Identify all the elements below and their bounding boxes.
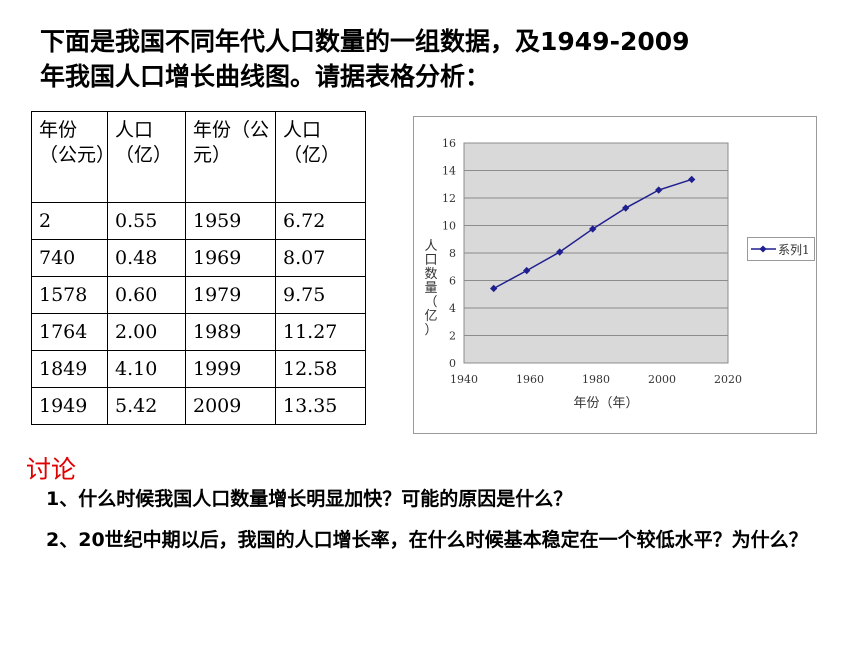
table-cell: 5.42 <box>107 387 186 425</box>
table-cell: 1959 <box>185 202 276 240</box>
table-cell: 9.75 <box>275 276 366 314</box>
x-axis-label: 年份（年） <box>573 396 638 411</box>
population-table: 年份（公元） 人口（亿） 年份（公元） 人口（亿） 2 0.55 1959 6.… <box>31 111 366 425</box>
table-row: 2 0.55 1959 6.72 <box>31 202 366 240</box>
table-cell: 6.72 <box>275 202 366 240</box>
title-line-1: 下面是我国不同年代人口数量的一组数据，及1949-2009 <box>40 27 690 56</box>
table-cell: 2 <box>31 202 108 240</box>
header-year-1: 年份（公元） <box>31 111 115 203</box>
table-cell: 0.60 <box>107 276 186 314</box>
table-cell: 1578 <box>31 276 108 314</box>
table-cell: 13.35 <box>275 387 366 425</box>
table-row: 1764 2.00 1989 11.27 <box>31 313 366 351</box>
table-row: 1849 4.10 1999 12.58 <box>31 350 366 388</box>
table-row: 740 0.48 1969 8.07 <box>31 239 366 277</box>
y-tick-label: 10 <box>442 220 456 233</box>
y-tick-label: 8 <box>449 247 456 260</box>
grid-lines <box>464 170 728 336</box>
table-cell: 740 <box>31 239 108 277</box>
table-cell: 2.00 <box>107 313 186 351</box>
chart-canvas: 0 2 4 6 8 10 12 14 16 1940 1960 1980 2000 2020 人口数量（… <box>424 137 742 411</box>
x-tick-label: 2000 <box>648 373 676 386</box>
table-header-row: 年份（公元） 人口（亿） 年份（公元） 人口（亿） <box>31 111 366 203</box>
y-tick-label: 0 <box>449 357 456 370</box>
y-tick-label: 2 <box>449 330 456 343</box>
table-cell: 0.55 <box>107 202 186 240</box>
x-tick-label: 1960 <box>516 373 544 386</box>
table-cell: 2009 <box>185 387 276 425</box>
question-2: 2、20世纪中期以后，我国的人口增长率，在什么时候基本稳定在一个较低水平？为什么… <box>46 529 808 551</box>
chart-legend: 系列1 <box>747 237 815 261</box>
y-tick-label: 14 <box>442 165 456 178</box>
table-cell: 1989 <box>185 313 276 351</box>
table-cell: 1999 <box>185 350 276 388</box>
y-axis-label: 人口数量（亿） <box>424 239 437 338</box>
legend-line-marker <box>751 245 776 253</box>
title-line-2: 年我国人口增长曲线图。请据表格分析： <box>40 62 491 91</box>
question-1: 1、什么时候我国人口数量增长明显加快？可能的原因是什么？ <box>46 488 573 510</box>
header-year-2: 年份（公元） <box>185 111 276 203</box>
table-row: 1578 0.60 1979 9.75 <box>31 276 366 314</box>
table-cell: 4.10 <box>107 350 186 388</box>
y-tick-label: 6 <box>449 275 456 288</box>
y-tick-labels: 0 2 4 6 8 10 12 14 16 <box>442 137 456 370</box>
page-title: 下面是我国不同年代人口数量的一组数据，及1949-2009 年我国人口增长曲线图… <box>40 24 800 94</box>
x-tick-label: 1940 <box>450 373 478 386</box>
table-cell: 11.27 <box>275 313 366 351</box>
y-tick-label: 12 <box>442 192 456 205</box>
discussion-heading: 讨论 <box>26 455 77 484</box>
x-tick-labels: 1940 1960 1980 2000 2020 <box>450 373 742 386</box>
table-cell: 1979 <box>185 276 276 314</box>
table-cell: 8.07 <box>275 239 366 277</box>
y-tick-label: 16 <box>442 137 456 150</box>
table-row: 1949 5.42 2009 13.35 <box>31 387 366 425</box>
table-cell: 1949 <box>31 387 108 425</box>
table-cell: 1969 <box>185 239 276 277</box>
table-cell: 0.48 <box>107 239 186 277</box>
y-tick-label: 4 <box>449 302 456 315</box>
table-cell: 1849 <box>31 350 108 388</box>
header-population-1: 人口（亿） <box>107 111 186 203</box>
table-cell: 1764 <box>31 313 108 351</box>
legend-label: 系列1 <box>778 243 810 257</box>
population-chart: 0 2 4 6 8 10 12 14 16 1940 1960 1980 2000 2020 人口数量（… <box>413 116 817 434</box>
header-population-2: 人口（亿） <box>275 111 366 203</box>
x-tick-label: 1980 <box>582 373 610 386</box>
x-tick-label: 2020 <box>714 373 742 386</box>
table-cell: 12.58 <box>275 350 366 388</box>
